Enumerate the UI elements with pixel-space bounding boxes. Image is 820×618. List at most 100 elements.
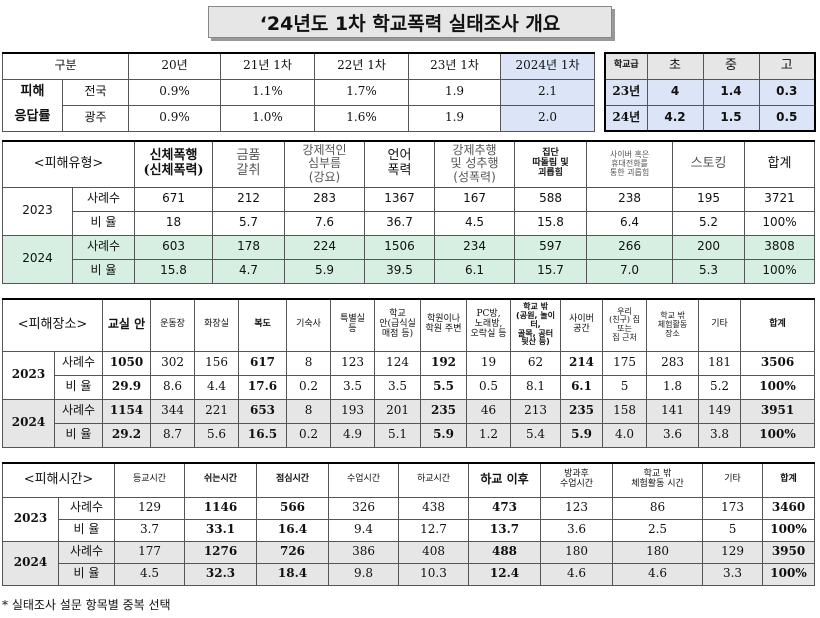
count-cell: 224 <box>284 234 366 260</box>
header-cell: 특별실 등 <box>330 298 376 352</box>
rate-cell: 4.5 <box>434 210 516 236</box>
rate-cell: 12.4 <box>468 562 542 586</box>
rate-cell: 100% <box>762 562 816 586</box>
count-cell: 181 <box>698 350 742 376</box>
count-cell: 212 <box>212 186 286 212</box>
victim-place-table: <피해장소> 교실 안 운동장 화장실 복도 기숙사 특별실 등 학교 안(급식… <box>1 298 816 448</box>
count-label: 사례수 <box>57 496 116 520</box>
rate-cell: 5 <box>602 374 648 400</box>
count-cell: 3506 <box>740 350 816 376</box>
count-cell: 566 <box>256 496 330 520</box>
header-cell: 기숙사 <box>286 298 332 352</box>
rate-cell: 6.1 <box>434 258 516 284</box>
count-cell: 8 <box>286 350 332 376</box>
count-cell: 1276 <box>184 540 258 564</box>
rate-cell: 18.4 <box>256 562 330 586</box>
rate-cell: 36.7 <box>364 210 436 236</box>
header-cell: 23년 1차 <box>408 52 501 80</box>
count-cell: 86 <box>612 496 704 520</box>
rate-cell: 3.3 <box>702 562 764 586</box>
rate-cell: 0.5 <box>466 374 512 400</box>
count-cell: 653 <box>238 398 288 424</box>
count-label: 사례수 <box>53 350 104 376</box>
count-cell: 302 <box>150 350 196 376</box>
header-cell: <피해유형> <box>1 140 136 188</box>
page-title: ‘24년도 1차 학교폭력 실태조사 개요 <box>208 6 612 38</box>
header-cell: PC방, 노래방, 오락실 등 <box>466 298 512 352</box>
count-cell: 195 <box>672 186 746 212</box>
header-cell: 강제적인 심부름 (강요) <box>284 140 366 188</box>
count-cell: 1154 <box>102 398 152 424</box>
value-cell: 2.1 <box>500 78 595 106</box>
count-cell: 192 <box>420 350 468 376</box>
rate-cell: 8.1 <box>510 374 562 400</box>
rate-cell: 100% <box>744 258 816 284</box>
count-cell: 1367 <box>364 186 436 212</box>
rate-cell: 3.7 <box>114 518 186 542</box>
header-cell: 신체폭행 (신체폭력) <box>134 140 214 188</box>
rate-cell: 15.8 <box>514 210 588 236</box>
header-cell: 등교시간 <box>114 462 186 498</box>
value-cell: 1.0% <box>220 104 315 132</box>
count-cell: 201 <box>374 398 422 424</box>
header-cell: 2024년 1차 <box>500 52 595 80</box>
header-cell: 중 <box>702 52 760 80</box>
count-cell: 158 <box>602 398 648 424</box>
count-cell: 167 <box>434 186 516 212</box>
rate-cell: 4.6 <box>612 562 704 586</box>
header-cell: 합계 <box>744 140 816 188</box>
rate-cell: 5.4 <box>510 422 562 448</box>
rate-cell: 5.9 <box>420 422 468 448</box>
rate-cell: 5.2 <box>698 374 742 400</box>
rate-cell: 3.8 <box>698 422 742 448</box>
region-cell: 광주 <box>62 104 129 132</box>
count-cell: 200 <box>672 234 746 260</box>
rate-cell: 12.7 <box>398 518 470 542</box>
rate-cell: 5.1 <box>374 422 422 448</box>
header-cell: 교실 안 <box>102 298 152 352</box>
rate-cell: 5.9 <box>560 422 604 448</box>
count-cell: 3951 <box>740 398 816 424</box>
rate-cell: 8.6 <box>150 374 196 400</box>
rate-cell: 3.6 <box>646 422 700 448</box>
count-cell: 8 <box>286 398 332 424</box>
rate-cell: 7.0 <box>586 258 674 284</box>
count-cell: 19 <box>466 350 512 376</box>
count-cell: 129 <box>702 540 764 564</box>
header-cell: 수업시간 <box>328 462 400 498</box>
count-cell: 221 <box>194 398 240 424</box>
value-cell: 1.5 <box>702 104 760 132</box>
count-cell: 177 <box>114 540 186 564</box>
year-cell: 2024 <box>2 398 55 448</box>
value-cell: 0.9% <box>128 104 221 132</box>
rate-cell: 4.6 <box>540 562 614 586</box>
count-cell: 46 <box>466 398 512 424</box>
rate-cell: 4.4 <box>194 374 240 400</box>
header-cell: 20년 <box>128 52 221 80</box>
rate-cell: 16.4 <box>256 518 330 542</box>
rate-cell: 32.3 <box>184 562 258 586</box>
school-level-table: 학교급 초 중 고 23년 4 1.4 0.3 24년 4.2 1.5 0.5 <box>604 52 816 132</box>
header-cell: 복도 <box>238 298 288 352</box>
rate-label: 비 율 <box>71 210 136 236</box>
victim-time-table: <피해시간> 등교시간 쉬는시간 점심시간 수업시간 하교시간 하교 이후 방과… <box>1 462 816 586</box>
value-cell: 1.4 <box>702 78 760 106</box>
count-cell: 3808 <box>744 234 816 260</box>
header-cell: 학교급 <box>604 52 648 80</box>
rate-cell: 29.9 <box>102 374 152 400</box>
rate-cell: 16.5 <box>238 422 288 448</box>
count-cell: 603 <box>134 234 214 260</box>
count-cell: 283 <box>646 350 700 376</box>
rate-cell: 100% <box>744 210 816 236</box>
value-cell: 0.3 <box>758 78 816 106</box>
value-cell: 1.1% <box>220 78 315 106</box>
header-cell: 하교 이후 <box>468 462 542 498</box>
value-cell: 2.0 <box>500 104 595 132</box>
value-cell: 4.2 <box>646 104 704 132</box>
rate-cell: 10.3 <box>398 562 470 586</box>
count-cell: 671 <box>134 186 214 212</box>
count-cell: 617 <box>238 350 288 376</box>
header-cell: 사이버 혹은 휴대전화를 통한 괴롭힘 <box>586 140 674 188</box>
rate-cell: 9.8 <box>328 562 400 586</box>
header-cell: 기타 <box>702 462 764 498</box>
